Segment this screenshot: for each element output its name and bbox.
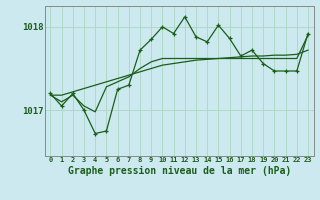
X-axis label: Graphe pression niveau de la mer (hPa): Graphe pression niveau de la mer (hPa) xyxy=(68,166,291,176)
